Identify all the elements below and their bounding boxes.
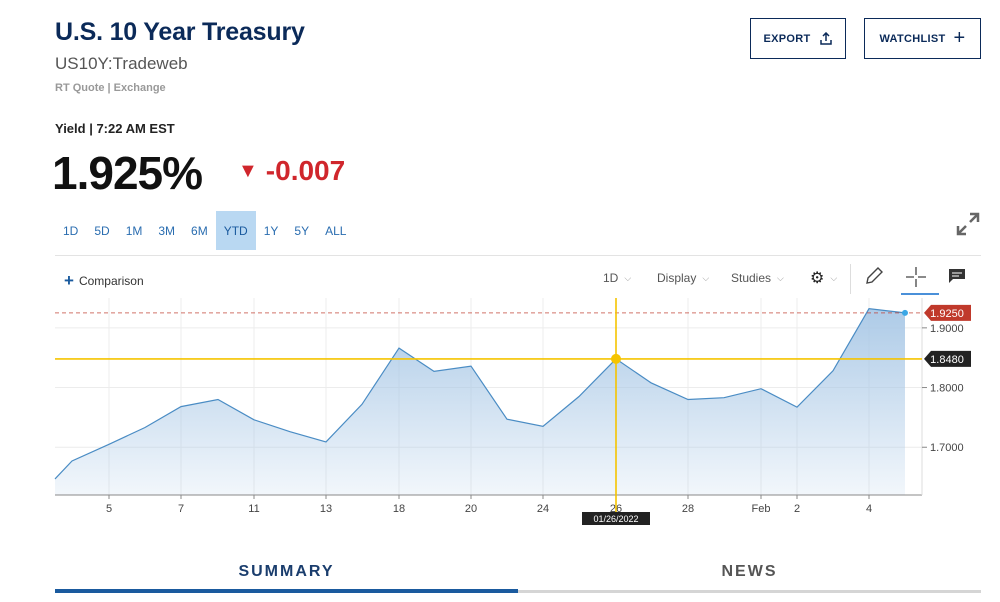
tab-news[interactable]: NEWS — [721, 563, 778, 580]
range-1y[interactable]: 1Y — [263, 223, 279, 238]
chevron-down-icon: ⌵ — [830, 272, 838, 283]
x-tick-label: 20 — [465, 503, 477, 515]
tab-summary[interactable]: SUMMARY — [238, 563, 335, 580]
chevron-down-icon: ⌵ — [624, 272, 632, 283]
export-button[interactable]: EXPORT — [750, 18, 846, 59]
toolbar-divider — [55, 255, 981, 256]
range-all[interactable]: ALL — [325, 223, 347, 238]
crosshair-value-label: 1.8480 — [930, 354, 964, 366]
price-change: ▼ -0.007 — [238, 155, 345, 187]
quote-source: RT Quote | Exchange — [55, 82, 166, 94]
symbol-label: US10Y:Tradeweb — [55, 54, 188, 73]
comment-flag-icon[interactable] — [947, 267, 967, 285]
range-3m[interactable]: 3M — [158, 223, 176, 238]
active-tab-indicator — [55, 589, 518, 593]
range-5d[interactable]: 5D — [94, 223, 110, 238]
interval-label: 1D — [603, 271, 619, 285]
crosshair-value-tag — [924, 350, 971, 367]
draw-pencil-icon[interactable] — [864, 266, 884, 286]
studies-dropdown[interactable]: Studies ⌵ — [731, 266, 784, 290]
expand-icon[interactable] — [955, 211, 981, 237]
range-6m[interactable]: 6M — [191, 223, 208, 238]
change-value: -0.007 — [265, 155, 346, 186]
chevron-down-icon: ⌵ — [702, 272, 710, 283]
range-selector: 1D 5D 1M 3M 6M YTD 1Y 5Y ALL — [55, 211, 354, 250]
range-5y[interactable]: 5Y — [294, 223, 310, 238]
down-arrow-icon: ▼ — [238, 159, 258, 182]
last-price-dot — [902, 309, 908, 316]
x-tick-label: 5 — [106, 503, 112, 515]
series-line — [54, 308, 906, 480]
plus-icon: + — [953, 27, 966, 49]
range-1d[interactable]: 1D — [63, 223, 79, 238]
x-tick-label: 4 — [866, 503, 872, 515]
range-1m[interactable]: 1M — [125, 223, 143, 238]
price-value: 1.925% — [52, 147, 203, 199]
studies-label: Studies — [731, 271, 772, 285]
interval-dropdown[interactable]: 1D ⌵ — [603, 266, 631, 290]
toolbar-separator — [850, 264, 851, 294]
y-tick-label: 1.7000 — [930, 442, 964, 454]
range-ytd[interactable]: YTD — [215, 211, 256, 250]
x-tick-label: 28 — [682, 503, 694, 515]
crosshair-dot — [611, 353, 621, 364]
watchlist-button[interactable]: WATCHLIST + — [864, 18, 981, 59]
crosshair-active-indicator — [901, 293, 939, 295]
settings-dropdown[interactable]: ⚙ ⌵ — [810, 266, 837, 290]
last-price-label: 1.9250 — [930, 308, 964, 320]
x-tick-label: Feb — [752, 503, 771, 515]
section-tabs: SUMMARY NEWS — [55, 560, 981, 593]
crosshair-icon[interactable] — [905, 266, 927, 288]
series-area — [55, 308, 905, 495]
x-tick-label: 18 — [393, 503, 405, 515]
x-tick-label: 11 — [248, 503, 259, 515]
share-icon — [819, 31, 832, 45]
display-dropdown[interactable]: Display ⌵ — [657, 266, 709, 290]
page-title: U.S. 10 Year Treasury — [55, 18, 305, 46]
price-chart[interactable]: 5711131820242628Feb241.70001.80001.90001… — [0, 298, 1000, 530]
yield-timestamp: Yield | 7:22 AM EST — [55, 121, 175, 136]
comparison-button[interactable]: + Comparison — [64, 271, 144, 291]
display-label: Display — [657, 271, 697, 285]
tab-underline — [518, 590, 981, 593]
crosshair-date-label: 01/26/2022 — [593, 514, 638, 524]
plus-icon: + — [64, 271, 74, 290]
comparison-label: Comparison — [78, 274, 144, 288]
x-tick-label: 24 — [537, 503, 549, 515]
x-tick-label: 2 — [794, 503, 800, 515]
chevron-down-icon: ⌵ — [777, 272, 784, 283]
export-label: EXPORT — [763, 32, 811, 45]
last-price-tag — [924, 304, 971, 321]
watchlist-label: WATCHLIST — [879, 32, 946, 45]
x-tick-label: 13 — [320, 503, 332, 515]
x-tick-label: 7 — [178, 503, 184, 515]
crosshair-date-tag — [582, 512, 650, 525]
y-tick-label: 1.8000 — [930, 383, 964, 395]
y-tick-label: 1.9000 — [930, 323, 964, 335]
gear-icon: ⚙ — [810, 270, 825, 287]
